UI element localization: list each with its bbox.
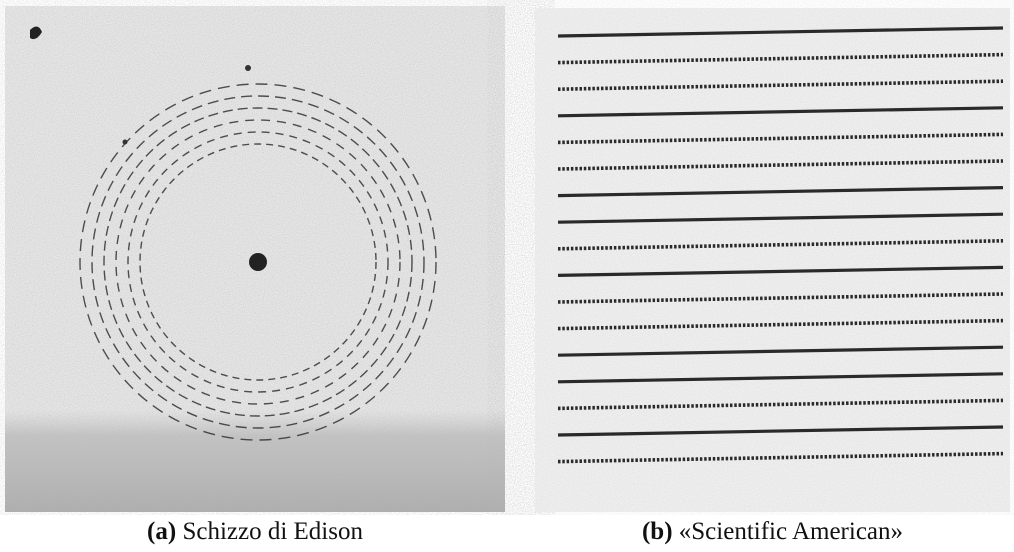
subfigure-caption: «Scientific American» <box>678 518 904 545</box>
ring <box>103 107 413 417</box>
track <box>557 345 1004 357</box>
spiral-rings <box>79 83 437 441</box>
caption-a: (a) Schizzo di Edison <box>5 518 505 546</box>
subfigure-label: (a) <box>147 518 177 545</box>
track <box>557 398 1004 411</box>
caption-b: (b) «Scientific American» <box>535 518 1010 546</box>
subfigure-label: (b) <box>641 518 673 545</box>
ink-spot <box>245 65 251 71</box>
track <box>557 26 1004 38</box>
ring <box>91 95 425 429</box>
track <box>557 265 1004 277</box>
track <box>557 159 1004 171</box>
track <box>557 212 1004 224</box>
ring <box>79 83 437 441</box>
track <box>557 425 1004 437</box>
track <box>557 132 1004 145</box>
track <box>557 106 1004 118</box>
sketch-stain <box>5 410 505 512</box>
subfigure-caption: Schizzo di Edison <box>182 518 363 545</box>
figure-images <box>5 6 1010 512</box>
track <box>557 451 1004 464</box>
ring <box>139 143 377 381</box>
track <box>557 372 1004 384</box>
edison-sketch <box>5 6 505 512</box>
track <box>557 186 1004 198</box>
center-hole <box>249 253 267 271</box>
tracks <box>557 26 1004 464</box>
track <box>557 52 1004 65</box>
track <box>557 79 1004 91</box>
scientific-american-record <box>535 8 1010 512</box>
ring <box>115 119 401 405</box>
track <box>557 239 1004 251</box>
ink-mark <box>30 26 42 40</box>
track <box>557 292 1004 304</box>
ring <box>127 131 389 393</box>
track <box>557 318 1004 331</box>
ink-spot <box>122 139 128 145</box>
